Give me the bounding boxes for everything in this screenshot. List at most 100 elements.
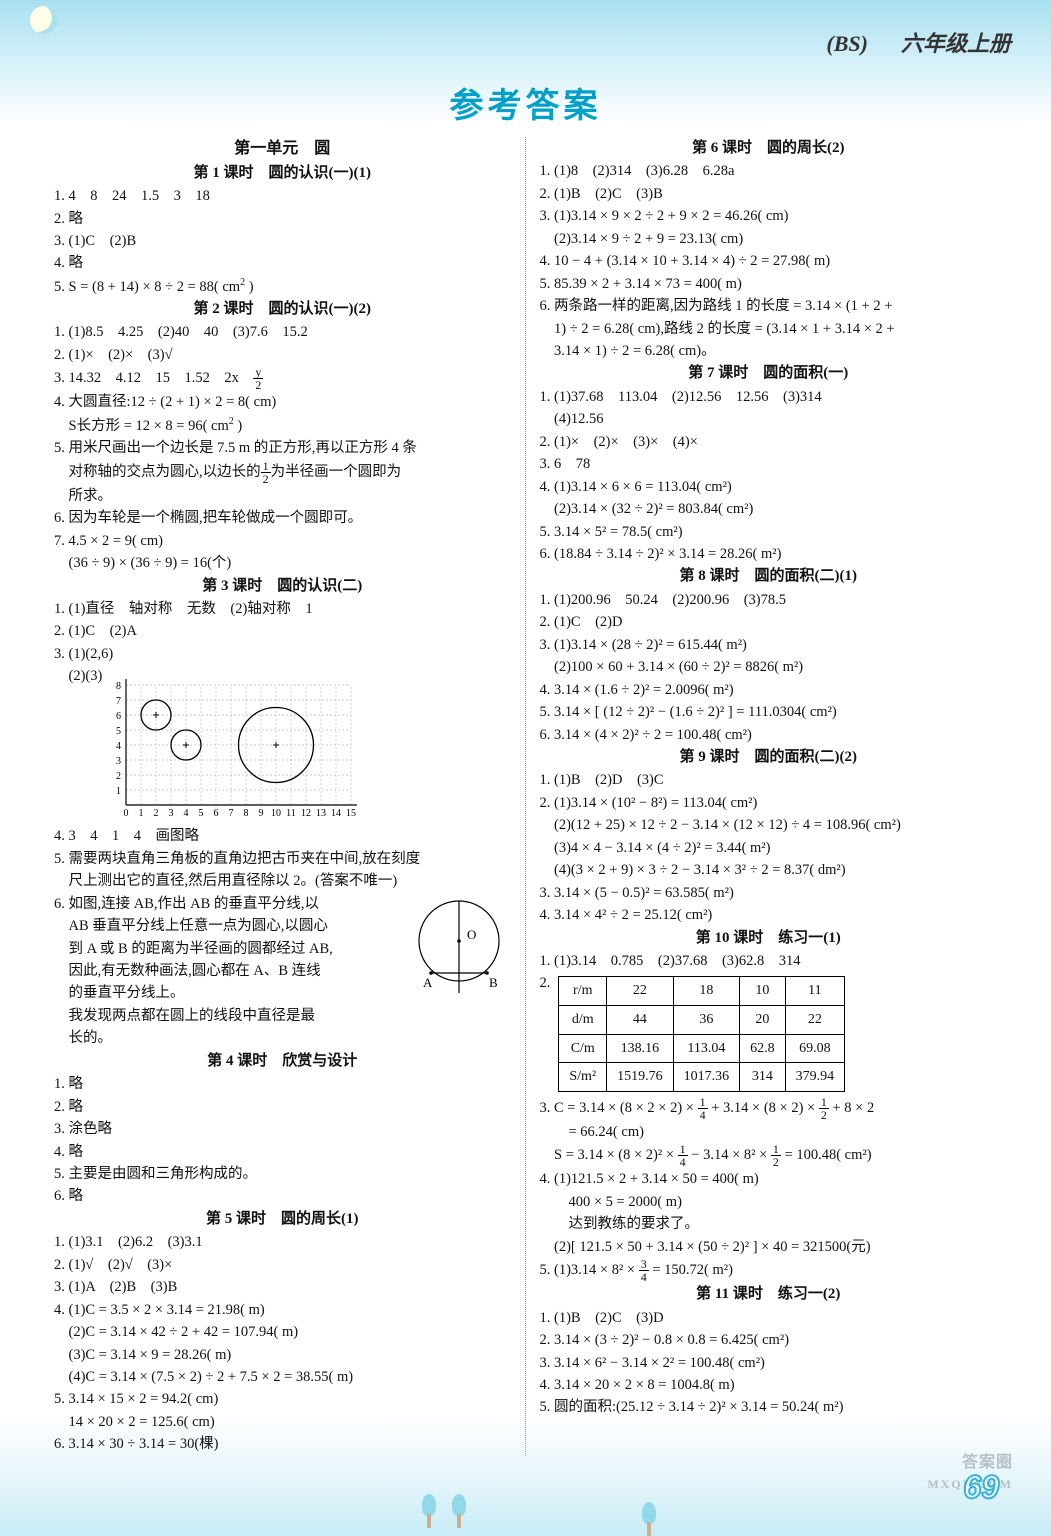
text-line: 4. 3.14 × 4² ÷ 2 = 25.12( cm²) bbox=[540, 904, 998, 926]
svg-text:7: 7 bbox=[116, 696, 121, 707]
text-line: 1. (1)8.5 4.25 (2)40 40 (3)7.6 15.2 bbox=[54, 321, 511, 343]
moon-decor bbox=[30, 6, 58, 34]
text-line: = 66.24( cm) bbox=[540, 1121, 998, 1143]
text-line: 3. (1)(2,6) bbox=[54, 643, 511, 665]
svg-text:2: 2 bbox=[116, 771, 121, 782]
text-line: (4)(3 × 2 + 9) × 3 ÷ 2 − 3.14 × 3² ÷ 2 =… bbox=[540, 859, 998, 881]
lesson5-title: 第 5 课时 圆的周长(1) bbox=[54, 1208, 511, 1231]
svg-text:8: 8 bbox=[244, 808, 249, 819]
tree-decor bbox=[640, 1502, 658, 1528]
text-line: 6. 因为车轮是一个椭圆,把车轮做成一个圆即可。 bbox=[54, 507, 511, 529]
svg-text:2: 2 bbox=[154, 808, 159, 819]
text-line: 5. 3.14 × 15 × 2 = 94.2( cm) bbox=[54, 1388, 511, 1410]
text-line: 3. 3.14 × 6² − 3.14 × 2² = 100.48( cm²) bbox=[540, 1352, 998, 1374]
text-line: 1. (1)B (2)D (3)C bbox=[540, 769, 998, 791]
text-line: 3. (1)C (2)B bbox=[54, 230, 511, 252]
page-number: 69 bbox=[963, 1469, 999, 1506]
text-line: (36 ÷ 9) × (36 ÷ 9) = 16(个) bbox=[54, 552, 511, 574]
lesson4-title: 第 4 课时 欣赏与设计 bbox=[54, 1050, 511, 1073]
text-line: 4. 略 bbox=[54, 252, 511, 274]
unit-title: 第一单元 圆 bbox=[54, 137, 511, 162]
text-line: (2)100 × 60 + 3.14 × (60 ÷ 2)² = 8826( m… bbox=[540, 656, 998, 678]
svg-text:3: 3 bbox=[116, 756, 121, 767]
text-line: 2. (1)C (2)A bbox=[54, 620, 511, 642]
svg-text:3: 3 bbox=[169, 808, 174, 819]
text-line: 2. (1)3.14 × (10² − 8²) = 113.04( cm²) bbox=[540, 792, 998, 814]
text-line: 4. (1)121.5 × 2 + 3.14 × 50 = 400( m) bbox=[540, 1168, 998, 1190]
text-line: 5. 用米尺画出一个边长是 7.5 m 的正方形,再以正方形 4 条 bbox=[54, 437, 511, 459]
text-line: 3. C = 3.14 × (8 × 2 × 2) × 14 + 3.14 × … bbox=[540, 1096, 998, 1121]
tree-decor bbox=[420, 1494, 438, 1528]
svg-text:8: 8 bbox=[116, 681, 121, 692]
text-line: 6. 3.14 × (4 × 2)² ÷ 2 = 100.48( cm²) bbox=[540, 724, 998, 746]
grid-figure: 012345678910111213141512345678 bbox=[108, 665, 368, 825]
text-line: (2)(3) bbox=[54, 665, 102, 687]
text-line: (4)12.56 bbox=[540, 408, 998, 430]
svg-text:11: 11 bbox=[287, 808, 297, 819]
text-line: 我发现两点都在圆上的线段中直径是最 bbox=[54, 1005, 511, 1027]
lesson8-title: 第 8 课时 圆的面积(二)(1) bbox=[540, 565, 998, 588]
grade: 六年级上册 bbox=[901, 31, 1011, 56]
lesson1-title: 第 1 课时 圆的认识(一)(1) bbox=[54, 162, 511, 185]
text-line: S长方形 = 12 × 8 = 96( cm2 ) bbox=[54, 414, 511, 437]
svg-text:4: 4 bbox=[116, 741, 121, 752]
text-line: 3. 14.32 4.12 15 1.52 2x y2 bbox=[54, 366, 511, 391]
lesson3-title: 第 3 课时 圆的认识(二) bbox=[54, 575, 511, 598]
text-line: 4. 10 − 4 + (3.14 × 10 + 3.14 × 4) ÷ 2 =… bbox=[540, 250, 998, 272]
content-columns: 第一单元 圆 第 1 课时 圆的认识(一)(1) 1. 4 8 24 1.5 3… bbox=[0, 137, 1051, 1456]
text-line: 2. (1)× (2)× (3)√ bbox=[54, 344, 511, 366]
text-line: 2. 3.14 × (3 ÷ 2)² − 0.8 × 0.8 = 6.425( … bbox=[540, 1329, 998, 1351]
data-table: r/m22181011d/m44362022C/m138.16113.0462.… bbox=[558, 976, 845, 1092]
text-line: 5. 需要两块直角三角板的直角边把古币夹在中间,放在刻度 bbox=[54, 848, 511, 870]
text-line: 2. (1)B (2)C (3)B bbox=[540, 183, 998, 205]
svg-text:1: 1 bbox=[116, 786, 121, 797]
column-right: 第 6 课时 圆的周长(2) 1. (1)8 (2)314 (3)6.28 6.… bbox=[526, 137, 1012, 1456]
text-line: 2. 略 bbox=[54, 1096, 511, 1118]
text-line: 1. (1)B (2)C (3)D bbox=[540, 1307, 998, 1329]
text-line: 3. (1)3.14 × 9 × 2 ÷ 2 + 9 × 2 = 46.26( … bbox=[540, 205, 998, 227]
svg-text:6: 6 bbox=[116, 711, 121, 722]
text-line: 5. S = (8 + 14) × 8 ÷ 2 = 88( cm2 ) bbox=[54, 275, 511, 298]
top-right-label: (BS) 六年级上册 bbox=[826, 26, 1011, 58]
text-line: 2. (1)C (2)D bbox=[540, 611, 998, 633]
svg-text:0: 0 bbox=[124, 808, 129, 819]
text-line: 5. 3.14 × 5² = 78.5( cm²) bbox=[540, 521, 998, 543]
header-band: (BS) 六年级上册 bbox=[0, 0, 1051, 60]
text-line: 5. 圆的面积:(25.12 ÷ 3.14 ÷ 2)² × 3.14 = 50.… bbox=[540, 1396, 998, 1418]
label-O: O bbox=[467, 927, 476, 942]
svg-text:9: 9 bbox=[259, 808, 264, 819]
text-line: 对称轴的交点为圆心,以边长的12为半径画一个圆即为 bbox=[54, 460, 511, 485]
text-line: 6. 3.14 × 30 ÷ 3.14 = 30(棵) bbox=[54, 1433, 511, 1455]
svg-text:5: 5 bbox=[116, 726, 121, 737]
text-line: 4. (1)C = 3.5 × 2 × 3.14 = 21.98( m) bbox=[54, 1299, 511, 1321]
text-line: 5. 3.14 × [ (12 ÷ 2)² − (1.6 ÷ 2)² ] = 1… bbox=[540, 701, 998, 723]
text-line: 尺上测出它的直径,然后用直径除以 2。(答案不唯一) bbox=[54, 870, 511, 892]
text-line: (2)C = 3.14 × 42 ÷ 2 + 42 = 107.94( m) bbox=[54, 1321, 511, 1343]
text-line: 7. 4.5 × 2 = 9( cm) bbox=[54, 530, 511, 552]
text-line: 3.14 × 1) ÷ 2 = 6.28( cm)。 bbox=[540, 340, 998, 362]
text-line: 4. 略 bbox=[54, 1141, 511, 1163]
text-line: 所求。 bbox=[54, 485, 511, 507]
text-line: 5. 主要是由圆和三角形构成的。 bbox=[54, 1163, 511, 1185]
text-line: 长的。 bbox=[54, 1027, 511, 1049]
svg-text:12: 12 bbox=[301, 808, 311, 819]
text-line: 3. 3.14 × (5 − 0.5)² = 63.585( m²) bbox=[540, 882, 998, 904]
text-line: 2. (1)× (2)× (3)× (4)× bbox=[540, 431, 998, 453]
text-line: 4. 3.14 × (1.6 ÷ 2)² = 2.0096( m²) bbox=[540, 679, 998, 701]
text-line: 14 × 20 × 2 = 125.6( cm) bbox=[54, 1411, 511, 1433]
text-line: 5. 85.39 × 2 + 3.14 × 73 = 400( m) bbox=[540, 273, 998, 295]
text-line: (3)4 × 4 − 3.14 × (4 ÷ 2)² = 3.44( m²) bbox=[540, 837, 998, 859]
label-A: A bbox=[423, 975, 433, 990]
text-line: (2)[ 121.5 × 50 + 3.14 × (50 ÷ 2)² ] × 4… bbox=[540, 1236, 998, 1258]
text-line: (3)C = 3.14 × 9 = 28.26( m) bbox=[54, 1344, 511, 1366]
text-line: (4)C = 3.14 × (7.5 × 2) ÷ 2 + 7.5 × 2 = … bbox=[54, 1366, 511, 1388]
lesson2-title: 第 2 课时 圆的认识(一)(2) bbox=[54, 298, 511, 321]
text-line: 6. 两条路一样的距离,因为路线 1 的长度 = 3.14 × (1 + 2 + bbox=[540, 295, 998, 317]
page-title: 参考答案 bbox=[0, 78, 1051, 127]
text-line: 5. (1)3.14 × 8² × 34 = 150.72( m²) bbox=[540, 1258, 998, 1283]
text-line: 4. (1)3.14 × 6 × 6 = 113.04( cm²) bbox=[540, 476, 998, 498]
text-line: 3. (1)A (2)B (3)B bbox=[54, 1276, 511, 1298]
text-line: (2)(12 + 25) × 12 ÷ 2 − 3.14 × (12 × 12)… bbox=[540, 814, 998, 836]
svg-text:1: 1 bbox=[139, 808, 144, 819]
lesson10-title: 第 10 课时 练习一(1) bbox=[540, 927, 998, 950]
